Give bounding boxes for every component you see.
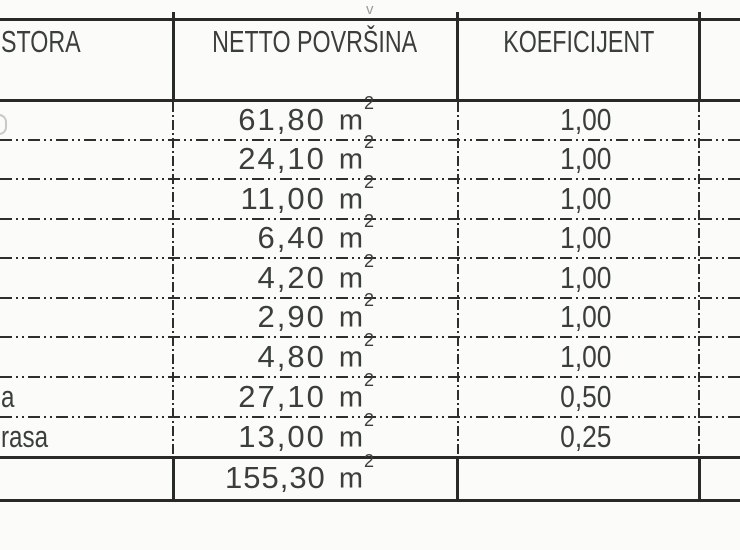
netto-area-cell: 6,40 m2	[173, 211, 457, 258]
koeficijent-cell: 1,00	[457, 100, 700, 140]
netto-value: 4,20	[257, 259, 326, 295]
row-separator	[0, 139, 740, 141]
header-koeficijent: KOEFICIJENT	[457, 21, 700, 86]
room-name-cell	[0, 179, 171, 219]
netto-area-cell: 11,00 m2	[173, 171, 457, 219]
koeficijent-cell: 0,50	[457, 377, 700, 417]
koeficijent-cell: 1,00	[457, 337, 700, 377]
header-prostor: STORA	[0, 21, 171, 86]
column-tick	[172, 12, 175, 18]
square-meter-unit: m2	[338, 211, 374, 256]
koeficijent-cell: 0,25	[457, 417, 700, 457]
square-meter-unit: m2	[338, 369, 374, 414]
room-name-cell	[0, 100, 171, 140]
column-tick	[456, 12, 459, 18]
column-divider	[698, 102, 700, 455]
square-meter-unit: m2	[338, 450, 374, 495]
table-top-border	[0, 18, 740, 21]
header-column-divider	[698, 19, 701, 100]
netto-area-cell: 4,20 m2	[173, 250, 457, 298]
total-row-divider	[698, 457, 701, 499]
column-divider	[172, 102, 174, 455]
netto-area-cell: 24,10 m2	[173, 132, 457, 179]
square-meter-unit: m2	[338, 92, 374, 137]
total-row-divider	[172, 457, 175, 499]
square-meter-unit: m2	[338, 171, 374, 216]
total-netto-cell: 155,30 m2	[173, 450, 457, 499]
room-name-fragment: a	[1, 378, 15, 414]
netto-value: 6,40	[257, 220, 326, 256]
square-meter-unit: m2	[338, 290, 374, 335]
column-tick	[698, 12, 701, 18]
square-meter-unit: m2	[338, 329, 374, 374]
table-bottom-border	[0, 499, 740, 502]
netto-area-cell: 13,00 m2	[173, 409, 457, 457]
header-prostor-label: STORA	[1, 24, 81, 59]
koeficijent-cell: 1,00	[457, 258, 700, 298]
koeficijent-cell: 1,00	[457, 298, 700, 337]
netto-area-cell: 61,80 m2	[173, 92, 457, 140]
header-netto-povrsina: NETTO POVRŠINA	[173, 21, 457, 81]
koeficijent-value: 0,50	[560, 378, 612, 414]
header-column-divider	[456, 19, 459, 100]
netto-value: 11,00	[240, 180, 326, 216]
koeficijent-value: 1,00	[560, 299, 612, 335]
netto-value: 4,80	[257, 338, 326, 374]
koeficijent-value: 1,00	[560, 180, 612, 216]
koeficijent-value: 0,25	[560, 418, 612, 454]
room-name-cell	[0, 298, 171, 337]
header-bottom-border	[0, 99, 740, 102]
row-separator	[0, 297, 740, 299]
room-name-cell: a	[0, 377, 171, 417]
koeficijent-cell: 1,00	[457, 219, 700, 258]
room-name-cell	[0, 219, 171, 258]
netto-value: 61,80	[238, 101, 326, 137]
row-separator	[0, 416, 740, 418]
row-separator	[0, 178, 740, 180]
room-name-fragment: rasa	[1, 418, 49, 454]
koeficijent-cell: 1,00	[457, 179, 700, 219]
koeficijent-value: 1,00	[560, 141, 612, 177]
square-meter-unit: m2	[338, 409, 374, 454]
total-row-top-border	[0, 456, 740, 459]
netto-value: 2,90	[257, 299, 326, 335]
total-netto-value: 155,30	[224, 459, 326, 495]
room-name-cell	[0, 140, 171, 179]
header-netto-label: NETTO POVRŠINA	[212, 24, 418, 59]
row-separator	[0, 257, 740, 259]
netto-area-cell: 2,90 m2	[173, 290, 457, 337]
cropped-text-artifact: v	[366, 1, 374, 18]
total-row-divider	[456, 457, 459, 499]
room-name-cell: rasa	[0, 417, 171, 457]
netto-area-cell: 4,80 m2	[173, 329, 457, 377]
square-meter-unit: m2	[338, 132, 374, 177]
koeficijent-value: 1,00	[560, 259, 612, 295]
koeficijent-value: 1,00	[560, 338, 612, 374]
room-name-cell	[0, 258, 171, 298]
header-column-divider	[172, 19, 175, 100]
row-separator	[0, 336, 740, 338]
netto-area-cell: 27,10 m2	[173, 369, 457, 417]
netto-value: 24,10	[238, 141, 326, 177]
square-meter-unit: m2	[338, 250, 374, 295]
koeficijent-value: 1,00	[560, 101, 612, 137]
netto-value: 13,00	[238, 418, 326, 454]
koeficijent-cell: 1,00	[457, 140, 700, 179]
header-koeficijent-label: KOEFICIJENT	[502, 24, 655, 59]
row-separator	[0, 376, 740, 378]
room-name-cell	[0, 337, 171, 377]
koeficijent-value: 1,00	[560, 220, 612, 256]
row-separator	[0, 218, 740, 220]
column-divider	[457, 102, 459, 455]
netto-value: 27,10	[238, 378, 326, 414]
